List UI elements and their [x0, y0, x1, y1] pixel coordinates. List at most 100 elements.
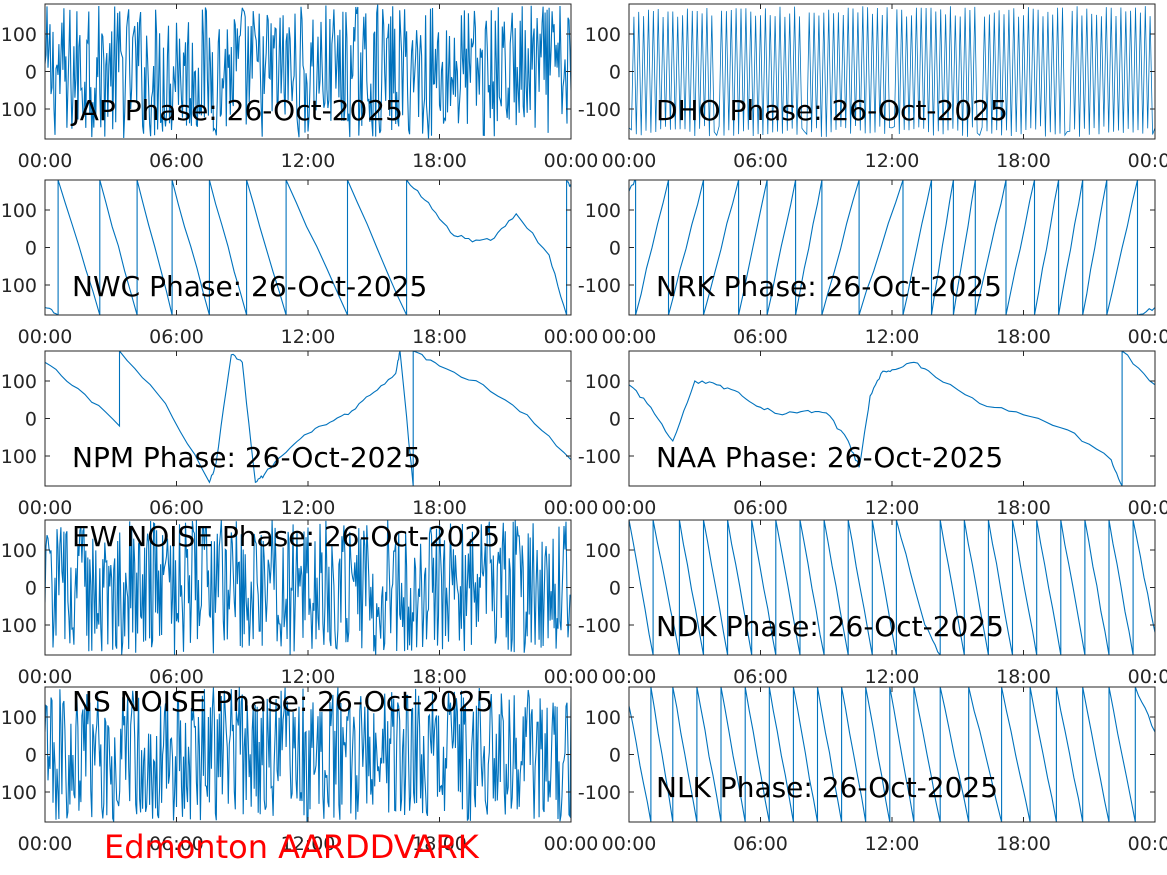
x-tick-label: 06:00 — [733, 150, 788, 172]
plot-area — [45, 351, 571, 486]
panel-1: 100 0 -100 00:00 06:00 12:00 18:00 00:00 DHO Pha… — [578, 3, 1167, 172]
x-tick-label: 00:00 — [1128, 833, 1167, 855]
x-tick-label: 06:00 — [149, 833, 204, 855]
panel-4: 100 0 100 00:00 06:00 12:00 18:00 00:00 NPM Phas… — [1, 350, 598, 519]
y-tick-label: 100 — [585, 707, 621, 729]
y-tick-label: 0 — [25, 238, 37, 260]
y-tick-label: 100 — [585, 200, 621, 222]
y-tick-label: -100 — [578, 446, 621, 468]
y-tick-label: 100 — [585, 540, 621, 562]
y-tick-label: 100 — [1, 200, 37, 222]
y-tick-label: 100 — [585, 371, 621, 393]
y-tick-label: 100 — [1, 782, 37, 804]
panel-title: NPM Phase: 26-Oct-2025 — [72, 441, 421, 474]
y-tick-label: 100 — [1, 371, 37, 393]
x-tick-label: 00:00 — [602, 326, 657, 348]
series-line — [629, 180, 1155, 315]
x-tick-label: 00:00 — [602, 150, 657, 172]
x-tick-label: 00:00 — [1128, 666, 1167, 688]
x-tick-label: 18:00 — [996, 150, 1051, 172]
y-tick-label: -100 — [578, 782, 621, 804]
plot-area — [629, 4, 1155, 139]
panel-title: NS NOISE Phase: 26-Oct-2025 — [72, 685, 493, 718]
x-tick-label: 18:00 — [996, 497, 1051, 519]
x-tick-label: 12:00 — [281, 833, 336, 855]
panel-title: NWC Phase: 26-Oct-2025 — [72, 270, 427, 303]
x-tick-label: 00:00 — [18, 833, 73, 855]
panel-title: NAA Phase: 26-Oct-2025 — [656, 441, 1003, 474]
panel-0: 100 0 100 00:00 06:00 12:00 18:00 00:00 JAP Phas… — [1, 3, 599, 172]
x-tick-label: 06:00 — [733, 833, 788, 855]
y-tick-label: 100 — [1, 99, 37, 121]
x-tick-label: 12:00 — [865, 497, 920, 519]
y-tick-label: 0 — [609, 578, 621, 600]
panel-title: NDK Phase: 26-Oct-2025 — [656, 610, 1004, 643]
x-tick-label: 18:00 — [412, 833, 467, 855]
series-line — [45, 520, 571, 655]
x-tick-label: 00:00 — [544, 833, 599, 855]
x-tick-label: 06:00 — [733, 666, 788, 688]
y-tick-label: -100 — [578, 615, 621, 637]
x-tick-label: 00:00 — [18, 497, 73, 519]
x-tick-label: 12:00 — [865, 666, 920, 688]
x-tick-label: 12:00 — [281, 497, 336, 519]
y-tick-label: 100 — [1, 24, 37, 46]
panel-6: 100 0 100 00:00 06:00 12:00 18:00 00:00 EW NOISE… — [1, 519, 599, 688]
x-tick-label: 00:00 — [602, 497, 657, 519]
y-tick-label: 0 — [25, 745, 37, 767]
panel-title: NLK Phase: 26-Oct-2025 — [656, 771, 998, 804]
y-tick-label: 100 — [1, 615, 37, 637]
series-line — [45, 351, 571, 486]
y-tick-label: -100 — [578, 275, 621, 297]
x-tick-label: 12:00 — [281, 150, 336, 172]
y-tick-label: -100 — [578, 99, 621, 121]
y-tick-label: 100 — [1, 540, 37, 562]
y-tick-label: 100 — [1, 275, 37, 297]
x-tick-label: 12:00 — [281, 666, 336, 688]
panel-title: JAP Phase: 26-Oct-2025 — [70, 94, 403, 127]
series-line — [629, 687, 1155, 822]
x-tick-label: 06:00 — [149, 497, 204, 519]
x-tick-label: 12:00 — [865, 833, 920, 855]
panel-3: 100 0 -100 00:00 06:00 12:00 18:00 00:00 NRK Pha… — [578, 179, 1167, 348]
y-tick-label: 100 — [585, 24, 621, 46]
x-tick-label: 00:00 — [18, 150, 73, 172]
y-tick-label: 0 — [609, 238, 621, 260]
x-tick-label: 18:00 — [412, 666, 467, 688]
plot-area — [629, 180, 1155, 315]
y-tick-label: 0 — [25, 62, 37, 84]
series-line — [629, 520, 1155, 655]
plot-area — [629, 687, 1155, 822]
x-tick-label: 00:00 — [544, 150, 599, 172]
x-tick-label: 06:00 — [149, 666, 204, 688]
y-tick-label: 100 — [1, 707, 37, 729]
x-tick-label: 00:00 — [544, 666, 599, 688]
x-tick-label: 00:00 — [1128, 150, 1167, 172]
panel-2: 100 0 100 00:00 06:00 12:00 18:00 00:00 NWC Phas… — [1, 179, 599, 348]
x-tick-label: 18:00 — [996, 666, 1051, 688]
x-tick-label: 18:00 — [996, 833, 1051, 855]
x-tick-label: 06:00 — [149, 326, 204, 348]
x-tick-label: 00:00 — [1128, 326, 1167, 348]
x-tick-label: 00:00 — [544, 326, 599, 348]
x-tick-label: 00:00 — [18, 326, 73, 348]
x-tick-label: 12:00 — [865, 150, 920, 172]
x-tick-label: 00:00 — [602, 833, 657, 855]
x-tick-label: 18:00 — [412, 150, 467, 172]
series-line — [45, 180, 571, 315]
series-line — [45, 4, 571, 139]
x-tick-label: 00:00 — [1128, 497, 1167, 519]
y-tick-label: 0 — [25, 578, 37, 600]
x-tick-label: 06:00 — [733, 326, 788, 348]
x-tick-label: 00:00 — [18, 666, 73, 688]
panel-title: DHO Phase: 26-Oct-2025 — [656, 94, 1008, 127]
panel-5: 100 0 -100 00:00 06:00 12:00 18:00 00:00 NAA Pha… — [578, 350, 1167, 519]
x-tick-label: 06:00 — [733, 497, 788, 519]
y-tick-label: 0 — [25, 409, 37, 431]
x-tick-label: 06:00 — [149, 150, 204, 172]
panel-8: 100 0 100 00:00 06:00 12:00 18:00 00:00 NS NOISE… — [1, 685, 599, 855]
x-tick-label: 18:00 — [412, 497, 467, 519]
y-tick-label: 0 — [609, 409, 621, 431]
y-tick-label: 0 — [609, 62, 621, 84]
